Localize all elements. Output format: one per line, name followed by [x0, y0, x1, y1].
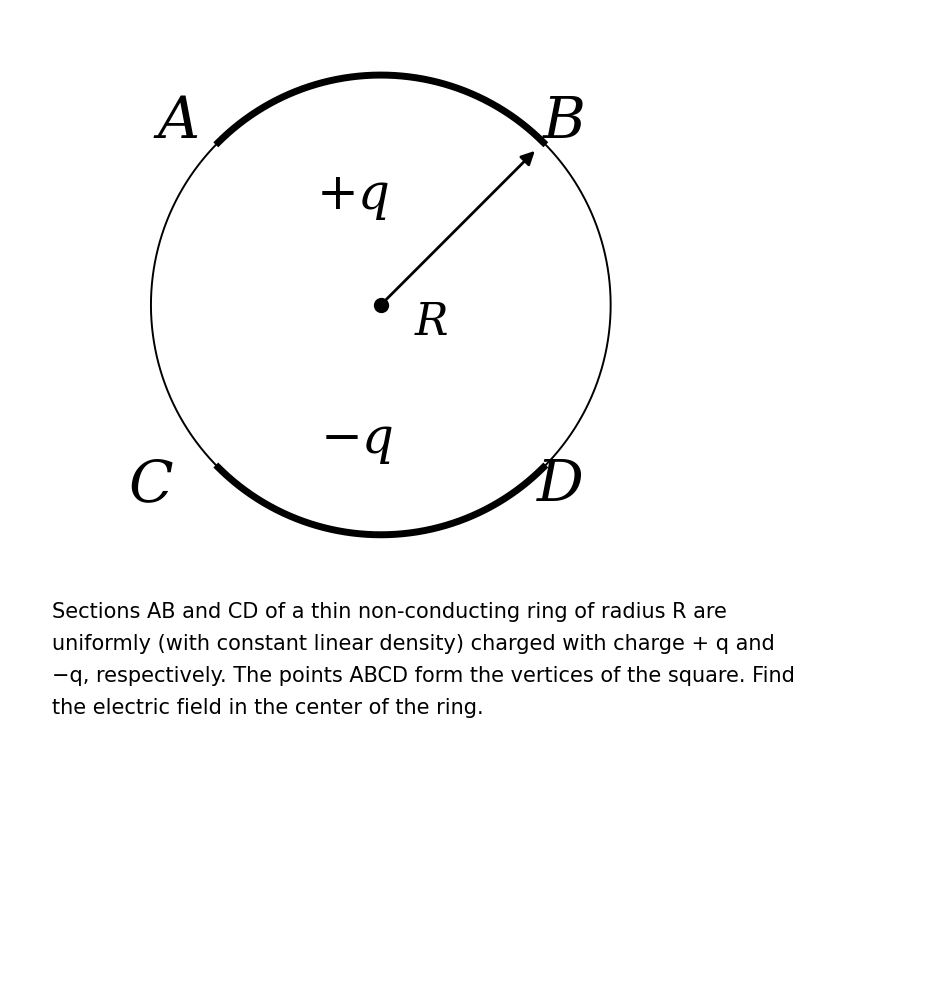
Text: Sections AB and CD of a thin non-conducting ring of radius R are
uniformly (with: Sections AB and CD of a thin non-conduct… — [52, 601, 795, 717]
Text: C: C — [129, 457, 173, 513]
Text: D: D — [537, 457, 584, 513]
Text: +q: +q — [316, 170, 390, 220]
Text: A: A — [157, 94, 200, 150]
Point — [373, 298, 388, 314]
Text: R: R — [415, 301, 448, 344]
Text: −q: −q — [321, 414, 395, 464]
Text: B: B — [544, 94, 586, 150]
